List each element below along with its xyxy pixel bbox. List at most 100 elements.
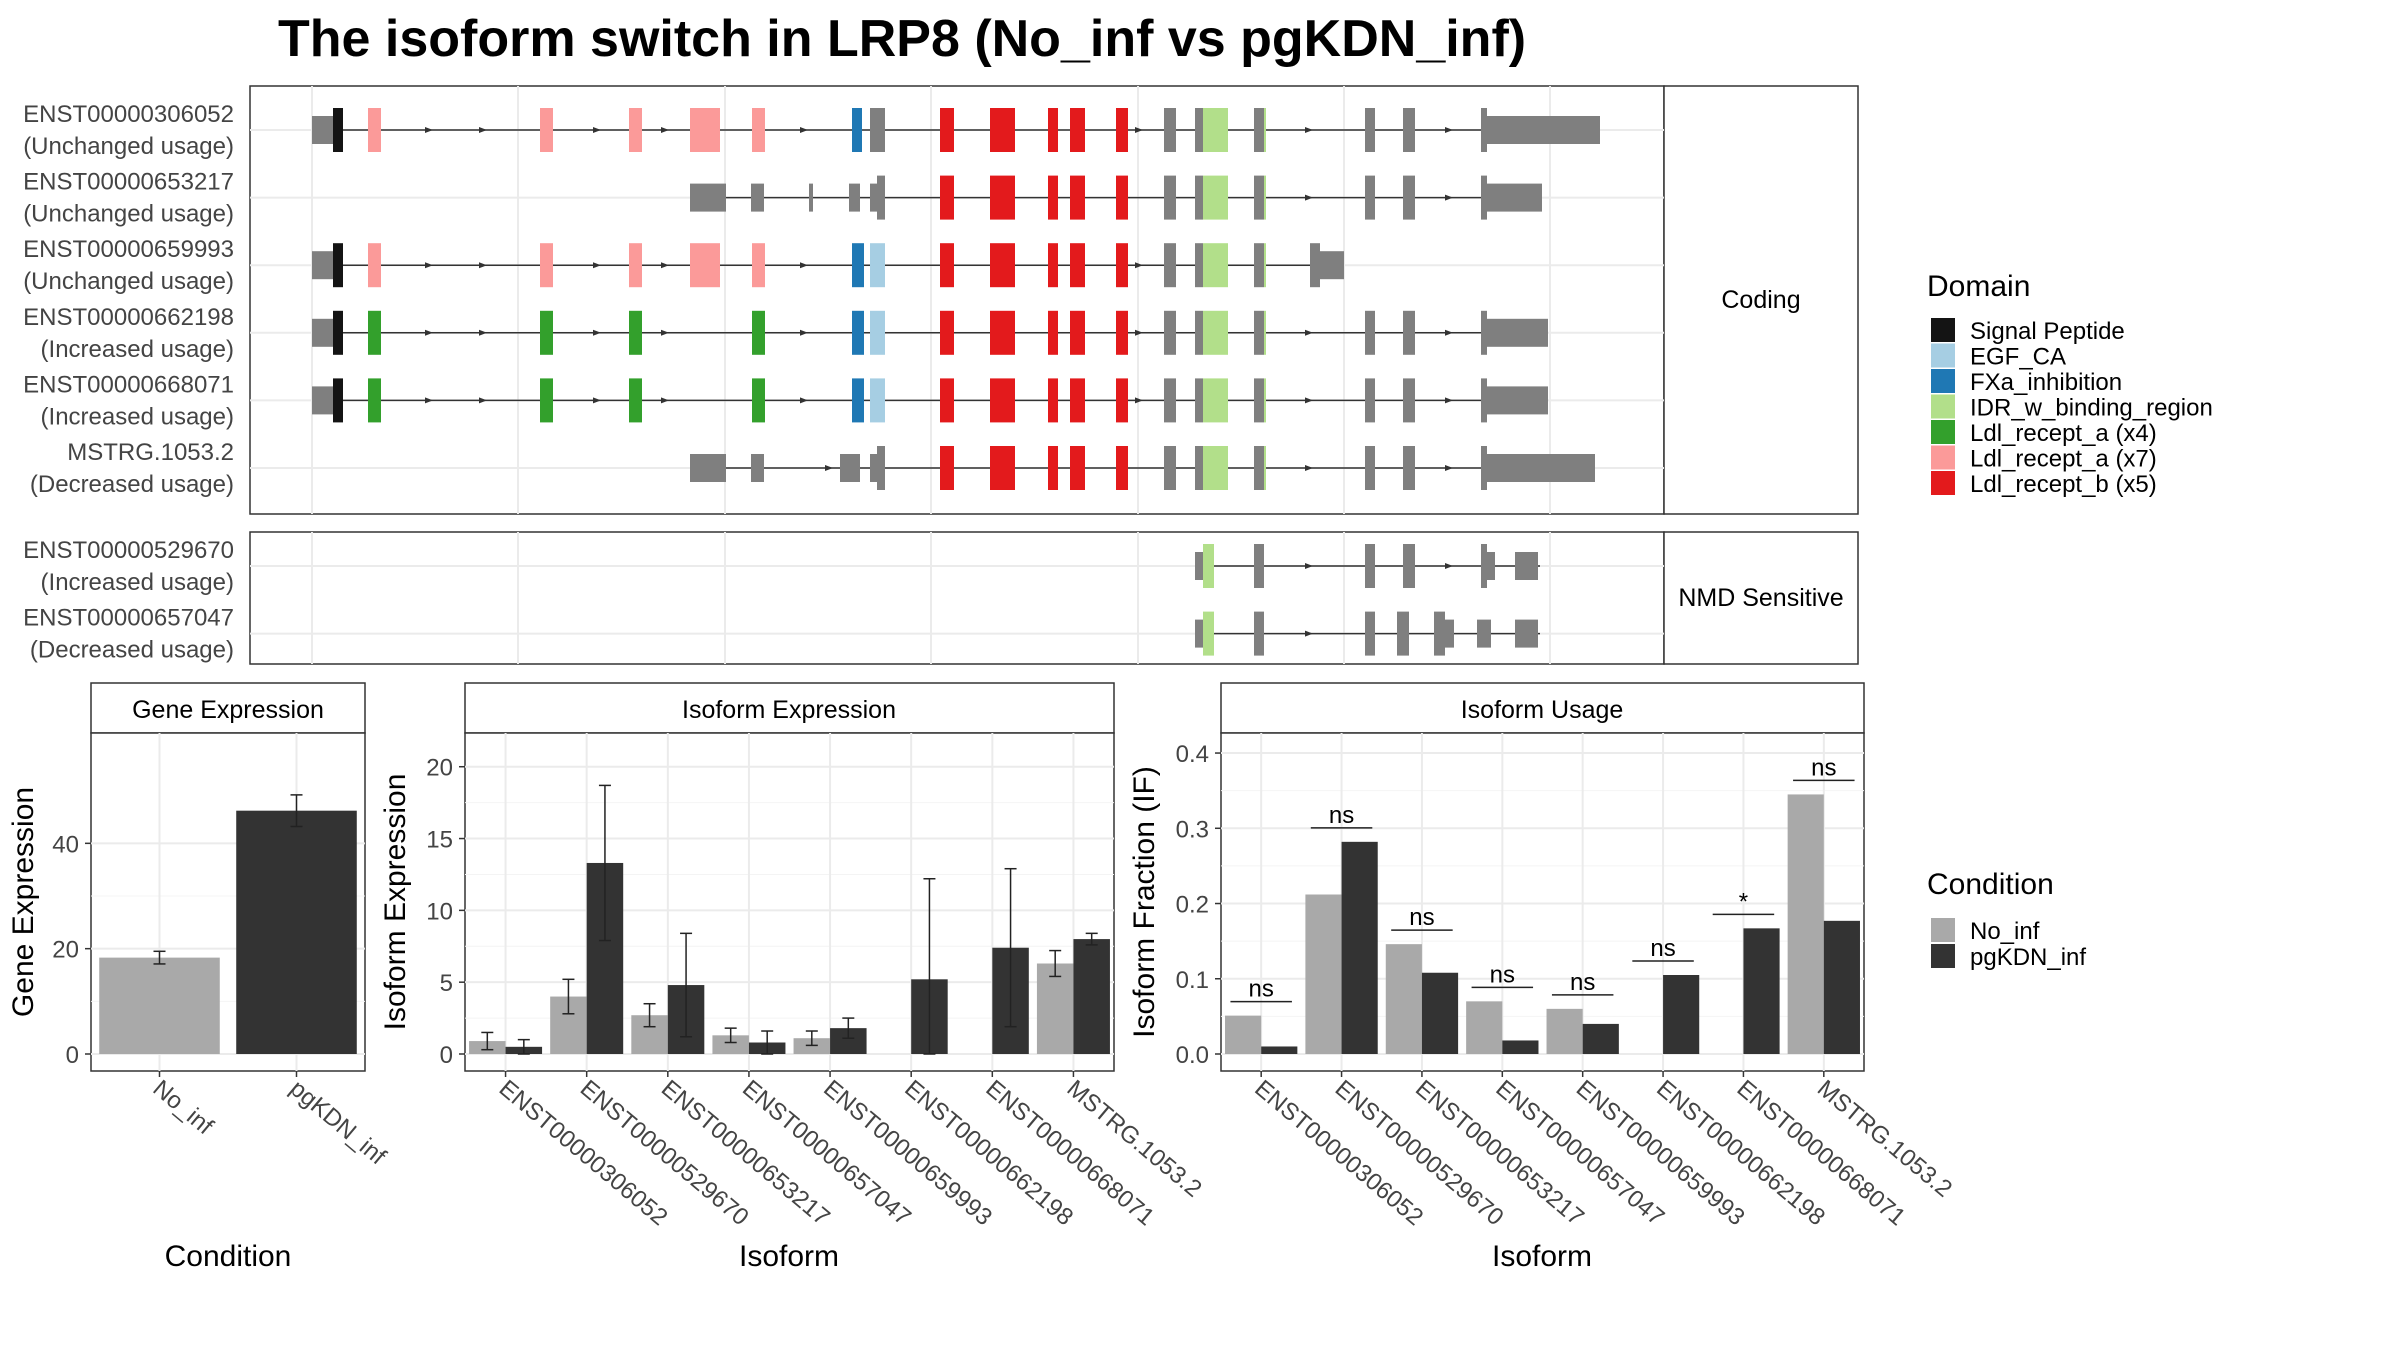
x-tick-label: No_inf bbox=[148, 1075, 219, 1140]
y-tick-label: 0.3 bbox=[1176, 816, 1209, 843]
domain-exon bbox=[690, 108, 700, 152]
domain-legend-swatch bbox=[1931, 369, 1955, 393]
isoform-id-label: ENST00000662198 bbox=[23, 304, 234, 331]
y-tick-label: 0.4 bbox=[1176, 741, 1209, 768]
domain-legend-label: Ldl_recept_a (x7) bbox=[1970, 446, 2157, 473]
gene-expression-strip-title: Gene Expression bbox=[132, 696, 324, 724]
domain-exon bbox=[1070, 108, 1085, 152]
domain-exon bbox=[1116, 378, 1128, 423]
isoform-usage-y-axis-label: Isoform Fraction (IF) bbox=[1128, 766, 1161, 1038]
exon bbox=[1434, 611, 1445, 656]
significance-label: ns bbox=[1811, 754, 1836, 781]
y-tick-label: 10 bbox=[426, 898, 453, 925]
exon bbox=[1445, 619, 1454, 648]
isoform-usage-bar bbox=[1421, 972, 1459, 1054]
exon bbox=[1254, 243, 1264, 288]
exon bbox=[1515, 552, 1538, 580]
domain-exon bbox=[629, 243, 642, 288]
domain-exon bbox=[1116, 175, 1128, 220]
gene-expression-chart: Gene Expression No_inf pgKDN_inf 0 20 40 Gen… bbox=[7, 682, 392, 1273]
domain-legend-swatch bbox=[1931, 318, 1955, 342]
isoform-structure-track bbox=[312, 243, 1344, 288]
isoform-usage-status: (Increased usage) bbox=[41, 569, 234, 596]
domain-exon bbox=[1116, 243, 1128, 288]
significance-label: ns bbox=[1249, 976, 1274, 1003]
y-tick-label: 15 bbox=[426, 827, 453, 854]
isoform-expression-bar bbox=[712, 1035, 749, 1054]
domain-exon bbox=[1203, 108, 1228, 152]
domain-exon bbox=[752, 108, 765, 152]
isoform-label: ENST00000306052 (Unchanged usage) bbox=[23, 101, 234, 160]
domain-exon bbox=[700, 108, 713, 152]
isoform-usage-status: (Decreased usage) bbox=[30, 637, 234, 664]
significance-label: * bbox=[1739, 888, 1748, 915]
exon bbox=[1403, 544, 1415, 588]
isoform-structure-track bbox=[312, 310, 1548, 355]
exon bbox=[1254, 108, 1264, 152]
exon bbox=[1403, 446, 1415, 490]
domain-exon bbox=[1264, 446, 1266, 490]
isoform-usage-bar bbox=[1305, 894, 1342, 1054]
isoform-usage-bar bbox=[1225, 1015, 1262, 1054]
isoform-expression-x-axis-label: Isoform bbox=[739, 1240, 839, 1273]
exon bbox=[1403, 378, 1415, 423]
domain-exon bbox=[333, 243, 343, 288]
exon bbox=[870, 183, 877, 212]
domain-legend: Domain Signal PeptideEGF_CAFXa_inhibitio… bbox=[1927, 270, 2213, 498]
domain-exon bbox=[1203, 446, 1228, 490]
exon bbox=[1487, 552, 1495, 580]
exon bbox=[870, 108, 885, 152]
significance-label: ns bbox=[1490, 961, 1515, 988]
coding-strip-label: Coding bbox=[1721, 286, 1800, 314]
domain-legend-item: EGF_CA bbox=[1931, 343, 2066, 371]
exon bbox=[1477, 619, 1491, 648]
exon bbox=[1254, 446, 1264, 490]
isoform-label: ENST00000529670 (Increased usage) bbox=[23, 537, 234, 596]
domain-legend-item: Ldl_recept_a (x7) bbox=[1931, 445, 2157, 473]
domain-exon bbox=[1070, 378, 1085, 423]
domain-legend-label: Ldl_recept_a (x4) bbox=[1970, 420, 2157, 447]
domain-legend-swatch bbox=[1931, 445, 1955, 470]
domain-exon bbox=[940, 108, 954, 152]
domain-exon bbox=[368, 310, 381, 355]
domain-exon bbox=[990, 243, 1015, 288]
exon bbox=[1195, 310, 1203, 355]
domain-exon bbox=[870, 378, 885, 423]
exon bbox=[751, 454, 764, 482]
exon bbox=[1487, 318, 1548, 347]
domain-exon bbox=[990, 310, 1015, 355]
condition-legend-item: No_inf bbox=[1931, 918, 2040, 945]
domain-exon bbox=[1070, 175, 1085, 220]
exon bbox=[751, 183, 764, 212]
condition-legend-item: pgKDN_inf bbox=[1931, 944, 2086, 971]
exon bbox=[1195, 619, 1203, 648]
isoform-id-label: ENST00000653217 bbox=[23, 169, 234, 196]
x-tick-label: pgKDN_inf bbox=[285, 1075, 392, 1171]
domain-exon bbox=[1203, 175, 1228, 220]
domain-exon bbox=[1048, 108, 1058, 152]
isoform-usage-bar bbox=[1582, 1023, 1619, 1054]
domain-exon bbox=[852, 243, 864, 288]
isoform-usage-bar bbox=[1823, 920, 1860, 1054]
domain-exon bbox=[368, 243, 381, 288]
domain-exon bbox=[1203, 243, 1228, 288]
exon bbox=[1481, 175, 1487, 220]
isoform-usage-x-axis-label: Isoform bbox=[1492, 1240, 1592, 1273]
exon bbox=[1365, 446, 1375, 490]
isoform-usage-status: (Increased usage) bbox=[41, 403, 234, 430]
domain-legend-item: IDR_w_binding_region bbox=[1931, 394, 2213, 422]
domain-exon bbox=[1264, 175, 1266, 220]
exon bbox=[312, 116, 333, 144]
coding-structure-panel: Coding bbox=[249, 85, 1859, 515]
exon bbox=[1254, 310, 1264, 355]
domain-exon bbox=[690, 243, 700, 288]
domain-exon bbox=[1264, 243, 1266, 288]
nmd-strip-label: NMD Sensitive bbox=[1678, 584, 1843, 612]
domain-exon bbox=[713, 108, 720, 152]
isoform-id-label: ENST00000529670 bbox=[23, 537, 234, 564]
domain-legend-label: Signal Peptide bbox=[1970, 318, 2125, 345]
exon bbox=[1195, 175, 1203, 220]
domain-legend-item: Ldl_recept_a (x4) bbox=[1931, 420, 2157, 447]
